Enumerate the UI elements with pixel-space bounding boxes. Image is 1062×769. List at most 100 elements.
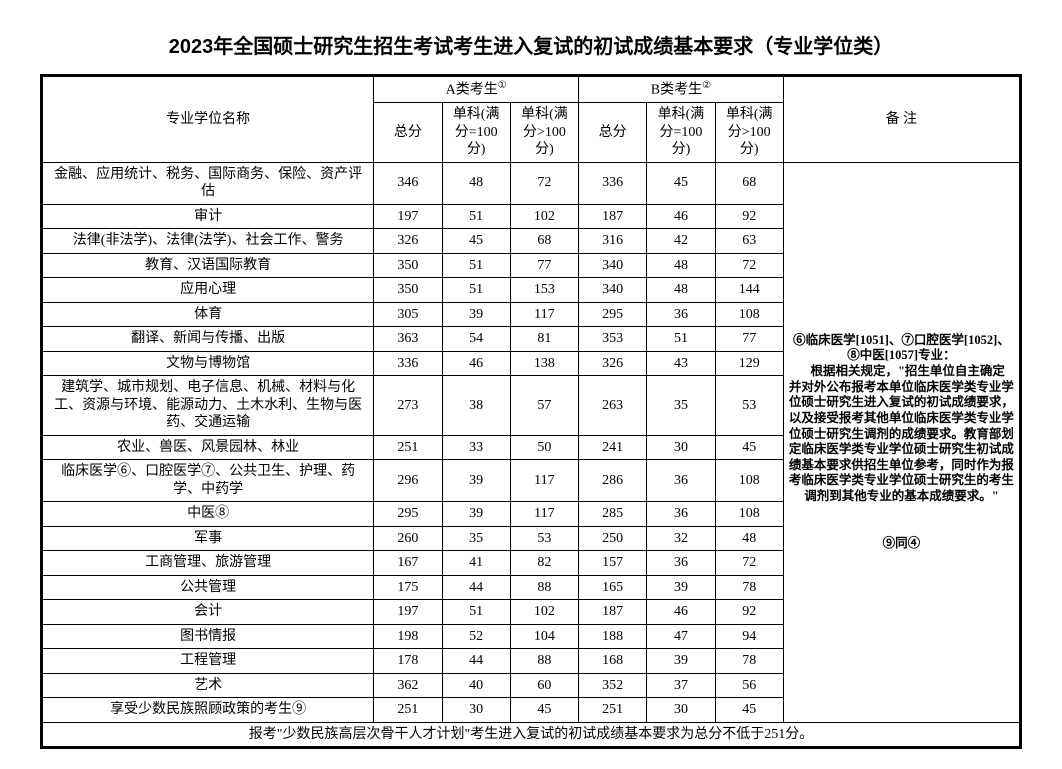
cell-score: 168: [579, 649, 647, 674]
cell-major-name: 建筑学、城市规划、电子信息、机械、材料与化工、资源与环境、能源动力、土木水利、生…: [43, 376, 374, 436]
cell-score: 40: [442, 673, 510, 698]
cell-score: 45: [442, 229, 510, 254]
cell-score: 285: [579, 502, 647, 527]
cell-score: 72: [715, 551, 783, 576]
table-row: 金融、应用统计、税务、国际商务、保险、资产评估34648723364568⑥临床…: [43, 162, 1020, 204]
cell-score: 326: [374, 229, 442, 254]
cell-score: 30: [442, 698, 510, 723]
cell-score: 198: [374, 624, 442, 649]
cell-score: 138: [510, 351, 578, 376]
cell-major-name: 翻译、新闻与传播、出版: [43, 327, 374, 352]
cell-score: 45: [510, 698, 578, 723]
cell-score: 178: [374, 649, 442, 674]
cell-major-name: 图书情报: [43, 624, 374, 649]
cell-score: 295: [374, 502, 442, 527]
cell-score: 39: [442, 460, 510, 502]
cell-score: 47: [647, 624, 715, 649]
cell-score: 108: [715, 502, 783, 527]
cell-score: 144: [715, 278, 783, 303]
cell-score: 51: [647, 327, 715, 352]
cell-score: 48: [647, 253, 715, 278]
cell-score: 78: [715, 649, 783, 674]
cell-major-name: 法律(非法学)、法律(法学)、社会工作、警务: [43, 229, 374, 254]
cell-score: 295: [579, 302, 647, 327]
cell-score: 263: [579, 376, 647, 436]
cell-score: 350: [374, 253, 442, 278]
cell-score: 353: [579, 327, 647, 352]
cell-score: 117: [510, 302, 578, 327]
cell-score: 316: [579, 229, 647, 254]
cell-major-name: 体育: [43, 302, 374, 327]
cell-score: 241: [579, 435, 647, 460]
cell-score: 88: [510, 575, 578, 600]
cell-score: 197: [374, 600, 442, 625]
cell-score: 51: [442, 204, 510, 229]
cell-score: 305: [374, 302, 442, 327]
cell-major-name: 临床医学⑥、口腔医学⑦、公共卫生、护理、药学、中药学: [43, 460, 374, 502]
cell-major-name: 中医⑧: [43, 502, 374, 527]
cell-major-name: 工程管理: [43, 649, 374, 674]
cell-score: 82: [510, 551, 578, 576]
cell-score: 38: [442, 376, 510, 436]
cell-score: 57: [510, 376, 578, 436]
cell-score: 187: [579, 204, 647, 229]
remark-cell: ⑥临床医学[1051]、⑦口腔医学[1052]、⑧中医[1057]专业： 根据相…: [783, 162, 1019, 722]
table-wrap: 专业学位名称 A类考生① B类考生② 备 注 总分 单科(满分=100分) 单科…: [40, 74, 1022, 749]
cell-score: 68: [715, 162, 783, 204]
cell-score: 36: [647, 302, 715, 327]
cell-score: 117: [510, 460, 578, 502]
cell-major-name: 金融、应用统计、税务、国际商务、保险、资产评估: [43, 162, 374, 204]
cell-score: 286: [579, 460, 647, 502]
cell-major-name: 审计: [43, 204, 374, 229]
cell-score: 78: [715, 575, 783, 600]
col-b-subover: 单科(满分>100分): [715, 103, 783, 163]
cell-score: 41: [442, 551, 510, 576]
cell-score: 175: [374, 575, 442, 600]
cell-score: 50: [510, 435, 578, 460]
cell-score: 37: [647, 673, 715, 698]
cell-score: 30: [647, 435, 715, 460]
cell-score: 35: [442, 526, 510, 551]
cell-score: 51: [442, 278, 510, 303]
col-remark: 备 注: [783, 77, 1019, 163]
cell-score: 77: [715, 327, 783, 352]
cell-score: 260: [374, 526, 442, 551]
cell-major-name: 享受少数民族照顾政策的考生⑨: [43, 698, 374, 723]
cell-score: 52: [442, 624, 510, 649]
cell-score: 188: [579, 624, 647, 649]
cell-score: 33: [442, 435, 510, 460]
col-a-total: 总分: [374, 103, 442, 163]
cell-score: 92: [715, 600, 783, 625]
col-major: 专业学位名称: [43, 77, 374, 163]
cell-score: 44: [442, 575, 510, 600]
col-group-a: A类考生①: [374, 77, 579, 103]
cell-score: 273: [374, 376, 442, 436]
cell-score: 51: [442, 253, 510, 278]
cell-major-name: 军事: [43, 526, 374, 551]
cell-score: 56: [715, 673, 783, 698]
col-a-sub100: 单科(满分=100分): [442, 103, 510, 163]
cell-score: 157: [579, 551, 647, 576]
cell-major-name: 教育、汉语国际教育: [43, 253, 374, 278]
cell-major-name: 农业、兽医、风景园林、林业: [43, 435, 374, 460]
cell-score: 39: [647, 575, 715, 600]
footnote-row: 报考"少数民族高层次骨干人才计划"考生进入复试的初试成绩基本要求为总分不低于25…: [43, 722, 1020, 747]
cell-score: 165: [579, 575, 647, 600]
cell-score: 250: [579, 526, 647, 551]
cell-score: 251: [374, 435, 442, 460]
cell-score: 77: [510, 253, 578, 278]
cell-score: 187: [579, 600, 647, 625]
cell-score: 39: [647, 649, 715, 674]
col-b-total: 总分: [579, 103, 647, 163]
cell-major-name: 公共管理: [43, 575, 374, 600]
header-row-1: 专业学位名称 A类考生① B类考生② 备 注: [43, 77, 1020, 103]
cell-score: 39: [442, 502, 510, 527]
cell-score: 42: [647, 229, 715, 254]
cell-score: 39: [442, 302, 510, 327]
cell-score: 117: [510, 502, 578, 527]
col-b-sub100: 单科(满分=100分): [647, 103, 715, 163]
cell-score: 51: [442, 600, 510, 625]
cell-score: 88: [510, 649, 578, 674]
cell-score: 36: [647, 551, 715, 576]
cell-score: 43: [647, 351, 715, 376]
